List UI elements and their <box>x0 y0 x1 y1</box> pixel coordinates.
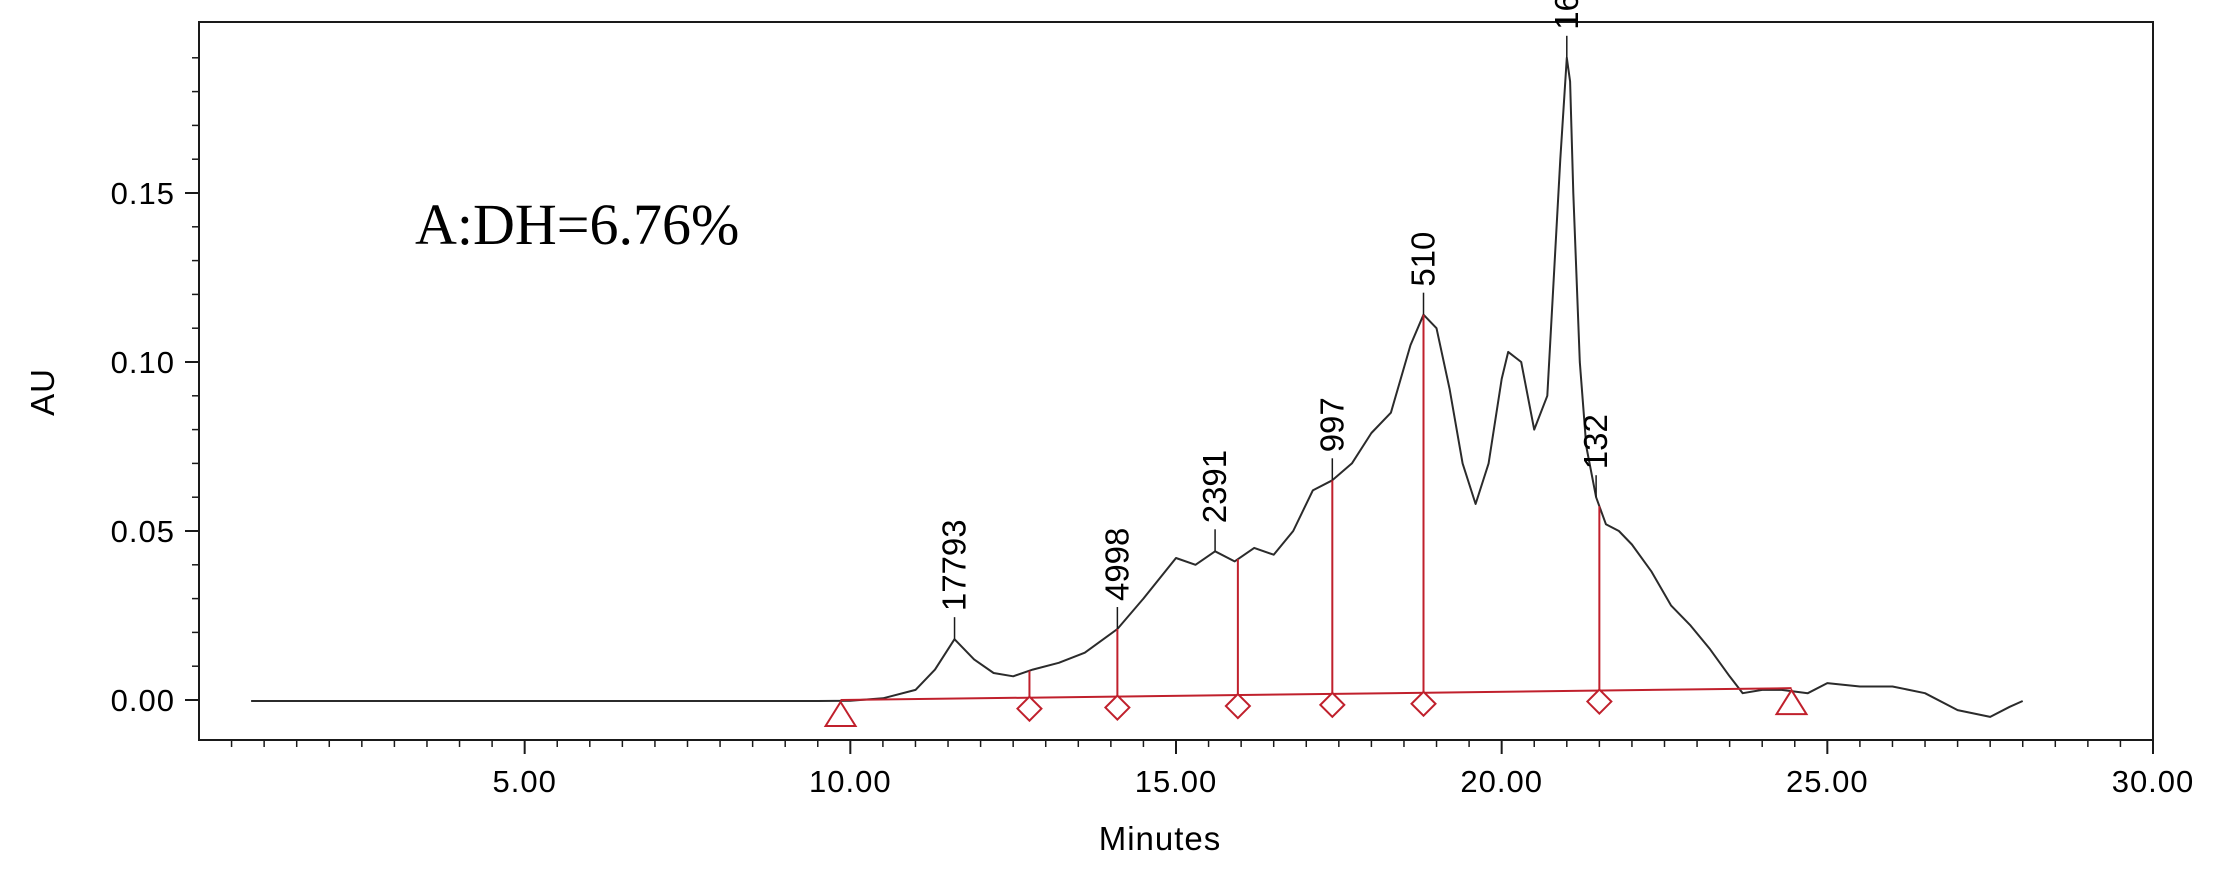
peak-label: 4998 <box>1098 528 1135 601</box>
peak-label: 17793 <box>936 519 973 611</box>
plot-frame <box>198 21 2154 741</box>
x-tick-label: 25.00 <box>1786 764 1869 799</box>
drop-marker <box>1103 694 1131 721</box>
chromatogram-trace <box>251 56 2024 718</box>
integration-baseline <box>840 687 1792 701</box>
peak-label: 2391 <box>1196 450 1233 523</box>
x-tick-label: 5.00 <box>492 764 556 799</box>
series-layer <box>251 56 2024 718</box>
annotation-text: A:DH=6.76% <box>415 192 739 257</box>
x-tick-label: 15.00 <box>1135 764 1218 799</box>
drop-marker <box>1585 688 1613 715</box>
peak-label: 997 <box>1313 397 1350 452</box>
drop-marker <box>1016 695 1043 723</box>
peak-label: 163 <box>1548 0 1585 30</box>
peak-label: 510 <box>1405 232 1442 287</box>
x-axis-title: Minutes <box>1099 820 1222 857</box>
y-tick-label: 0.15 <box>111 176 175 211</box>
x-major-ticks: 5.00 10.00 15.00 20.00 25.00 30.00 <box>492 740 2195 799</box>
x-tick-label: 20.00 <box>1460 764 1543 799</box>
y-tick-label: 0.05 <box>111 514 175 549</box>
y-tick-label: 0.10 <box>111 345 175 380</box>
drop-marker <box>1224 692 1252 720</box>
peak-label-layer: 17793 4998 2391 997 510 163 132 <box>936 0 1614 640</box>
x-minor-ticks <box>230 740 2122 747</box>
y-tick-label: 0.00 <box>111 683 175 718</box>
peak-label: 132 <box>1577 414 1614 469</box>
x-tick-label: 30.00 <box>2112 764 2195 799</box>
start-marker <box>823 700 858 727</box>
x-tick-label: 10.00 <box>809 764 892 799</box>
drop-marker <box>1410 690 1437 718</box>
integration-layer <box>823 314 1809 727</box>
drop-marker <box>1318 691 1346 719</box>
y-axis-title: AU <box>24 368 61 416</box>
end-marker <box>1774 688 1809 716</box>
y-ticks: 0.00 0.05 0.10 0.15 <box>111 57 199 718</box>
